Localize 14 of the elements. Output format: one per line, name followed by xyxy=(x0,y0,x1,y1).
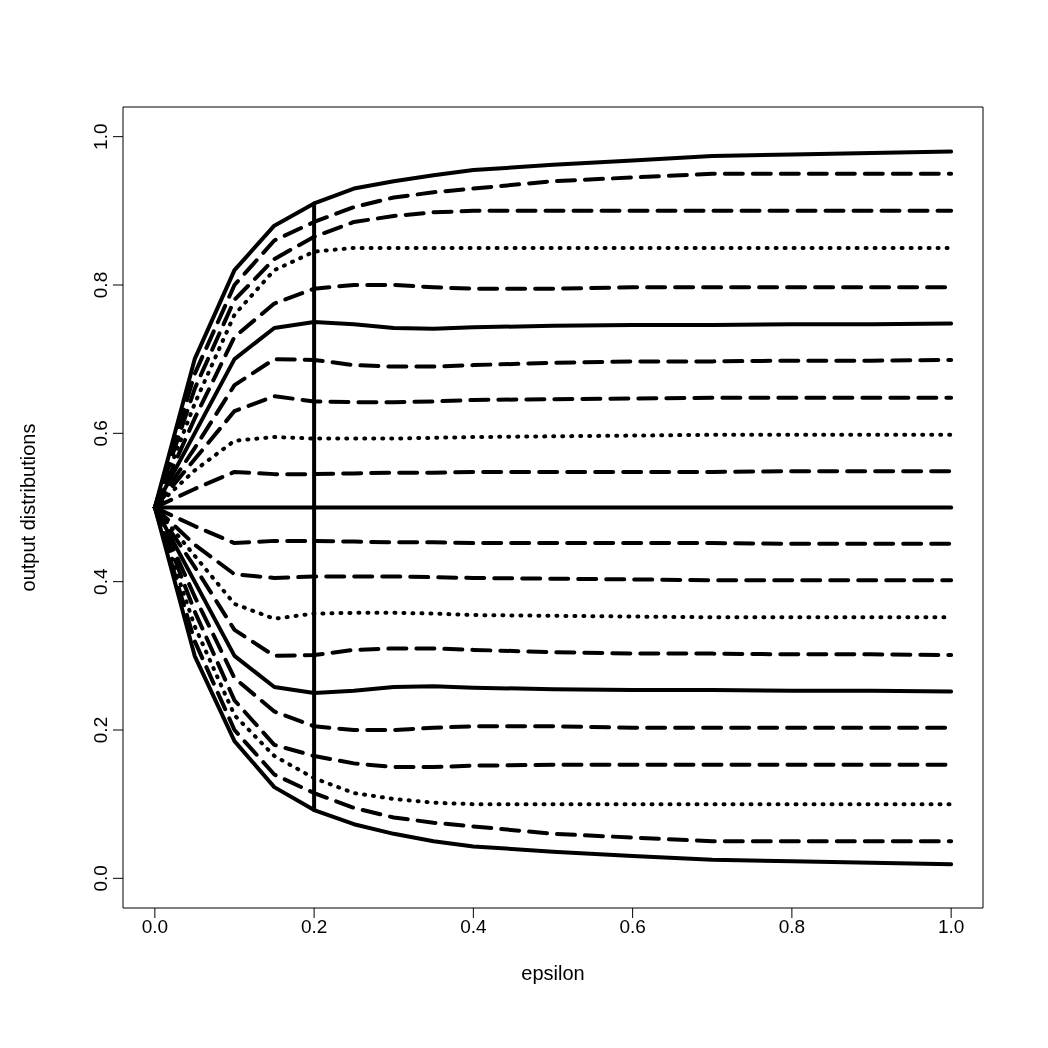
x-tick-label: 0.2 xyxy=(300,916,328,938)
x-tick-label: 0.0 xyxy=(141,916,169,938)
y-tick-label: 0.0 xyxy=(90,865,111,892)
y-tick-label: 0.6 xyxy=(90,420,111,447)
x-tick-label: 0.6 xyxy=(619,916,646,938)
y-tick-label: 0.4 xyxy=(90,568,111,595)
y-tick-label: 0.8 xyxy=(90,271,111,299)
x-axis-title: epsilon xyxy=(521,962,585,984)
y-axis-title: output distributions xyxy=(17,423,40,592)
x-tick-label: 0.8 xyxy=(778,916,806,938)
x-tick-label: 1.0 xyxy=(937,916,965,938)
y-tick-label: 0.2 xyxy=(90,716,111,744)
y-tick-label: 1.0 xyxy=(90,123,111,150)
x-tick-label: 0.4 xyxy=(460,916,488,938)
